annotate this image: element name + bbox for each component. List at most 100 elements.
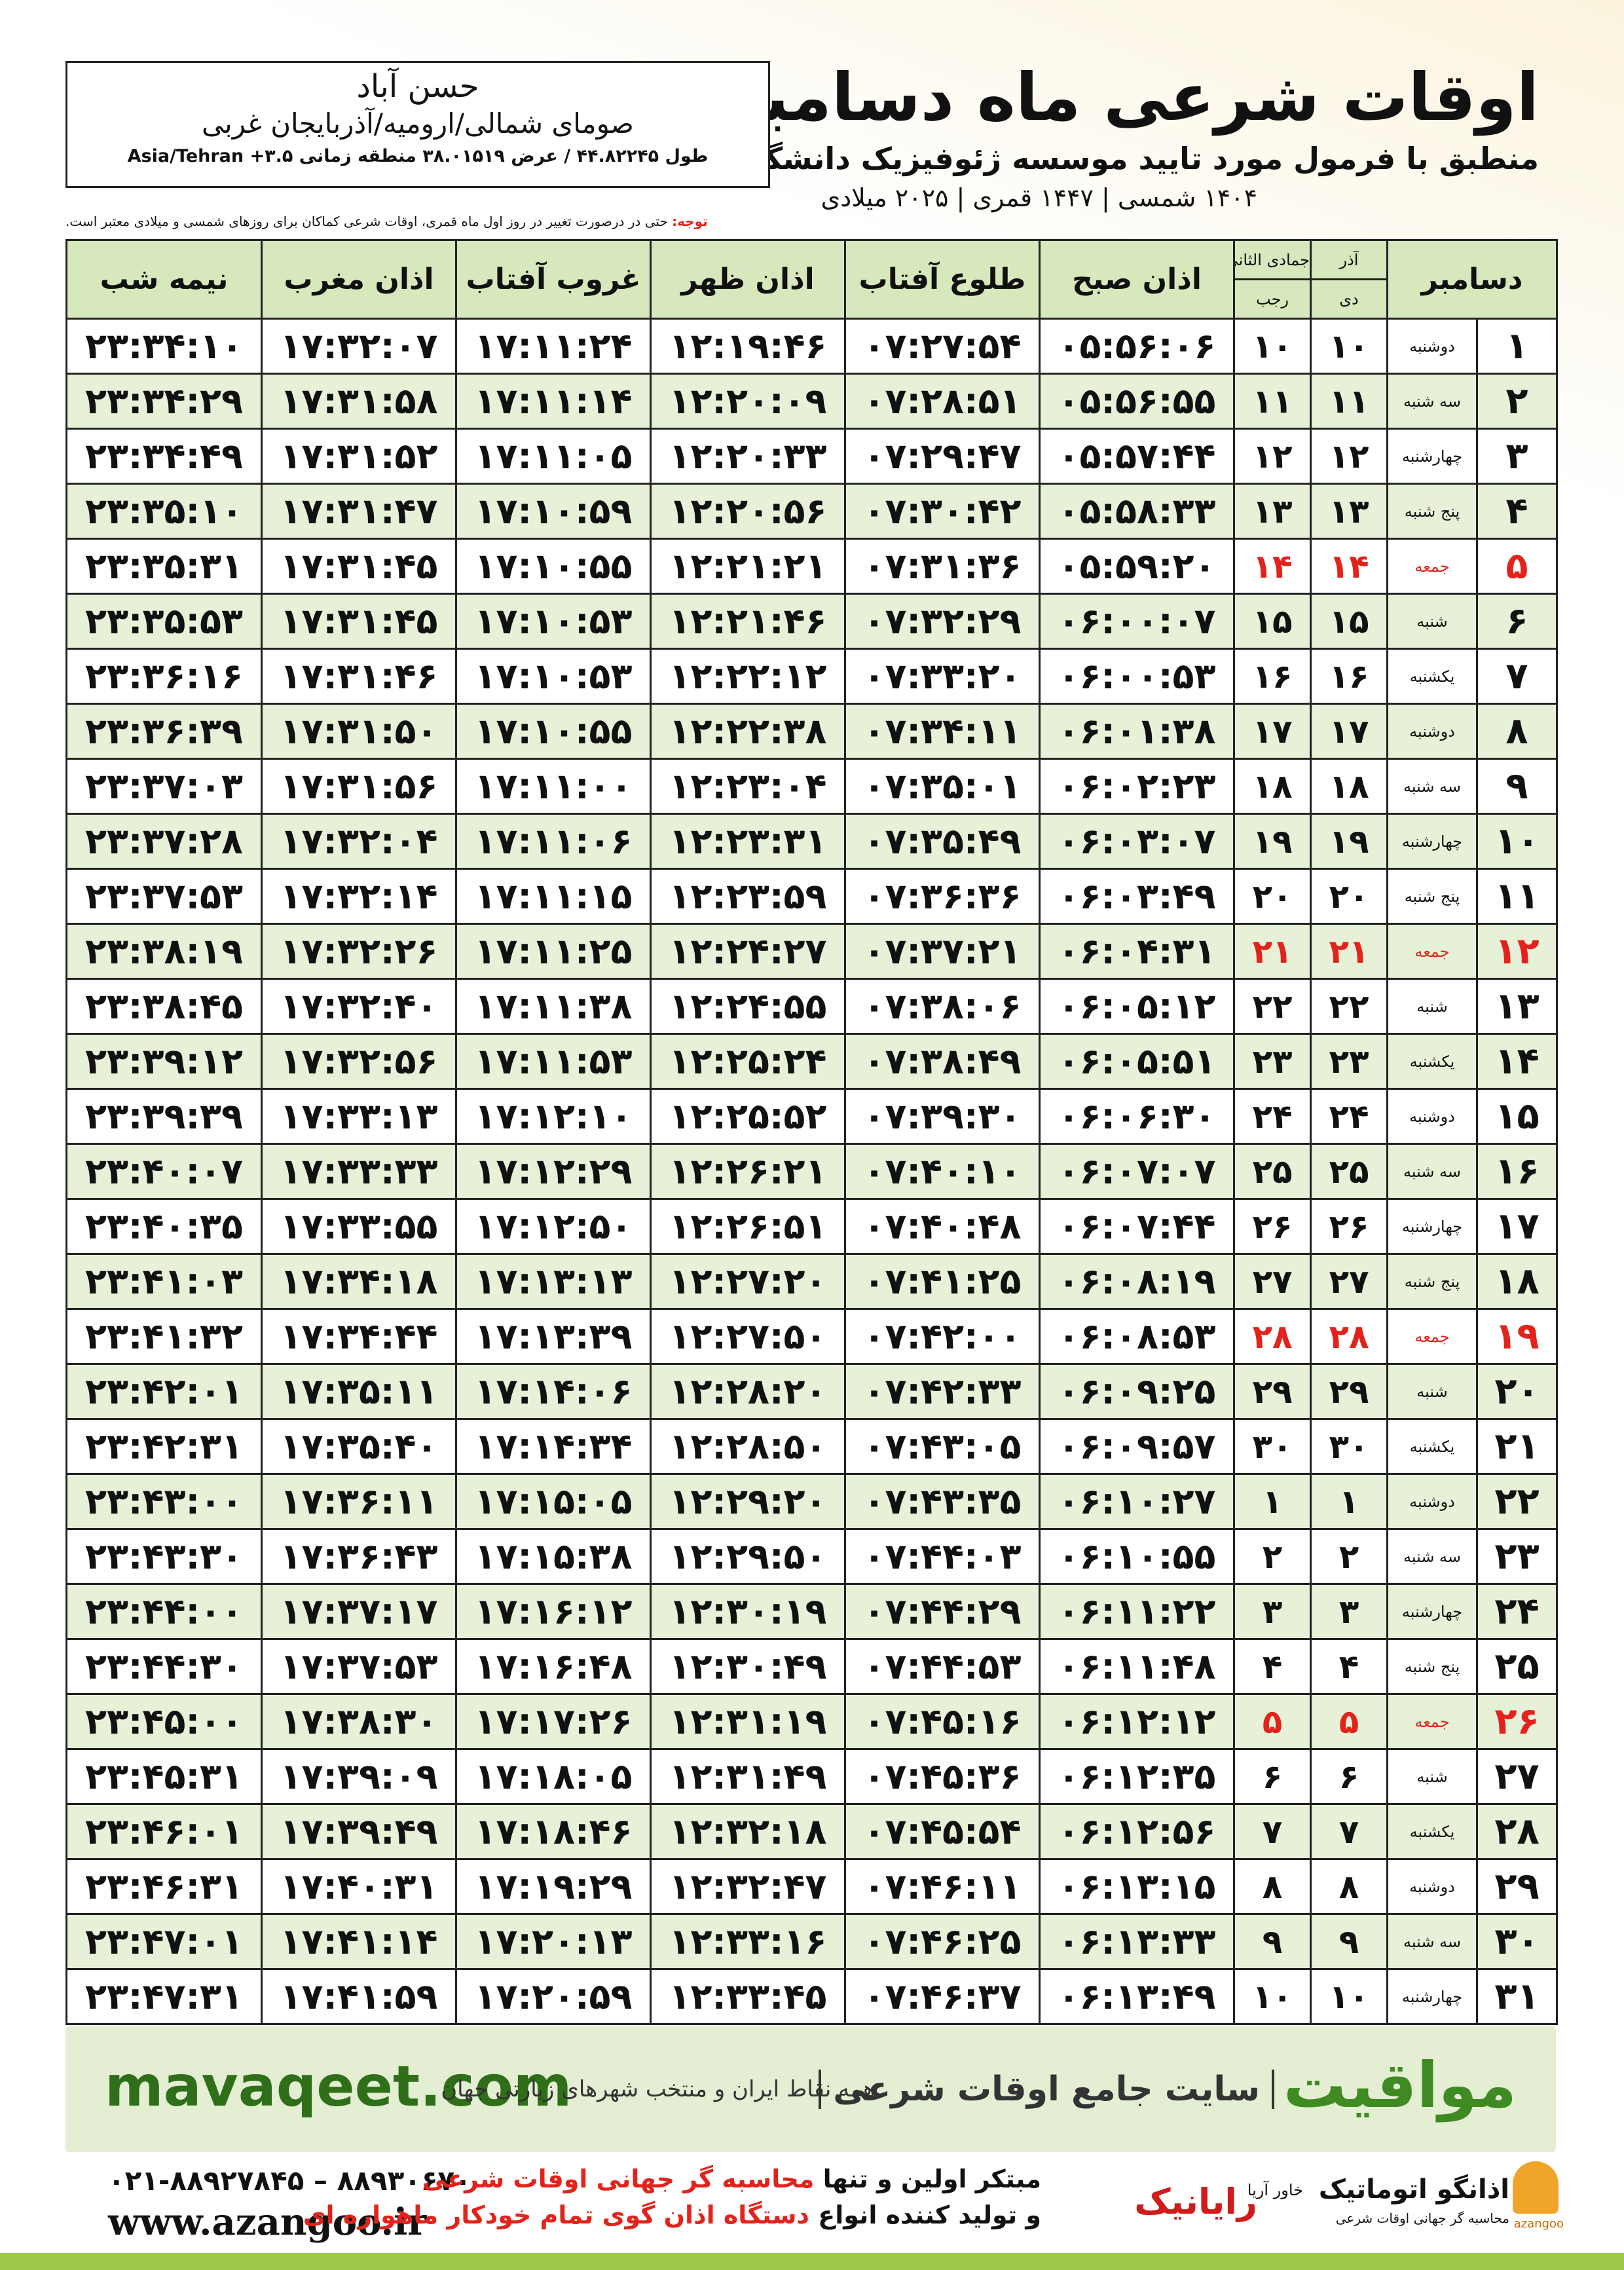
time-cell: ۰۷:۴۶:۱۱ [844, 1858, 1041, 1915]
time-cell: ۲۳:۳۵:۵۳ [65, 593, 263, 650]
row: ۲ سه شنبه ۱۱ ۱۱ ۰۵:۵۶:۵۵ ۰۷:۲۸:۵۱ ۱۲:۲۰:۰۹ ۱۷:۱… [65, 373, 1559, 430]
time-cell: ۲۳:۳۶:۳۹ [65, 703, 263, 760]
time-cell: ۱۷:۳۱:۵۸ [261, 373, 457, 430]
time-cell: ۱۷:۳۲:۰۷ [261, 318, 457, 375]
time-cell: ۰۷:۴۴:۵۳ [844, 1638, 1041, 1695]
weekday-cell: جمعه [1386, 1693, 1479, 1750]
time-cell: ۰۶:۱۱:۴۸ [1039, 1638, 1235, 1695]
day-cell: ۳۰ [1476, 1913, 1559, 1970]
date-cell: ۷ [1310, 1803, 1388, 1860]
row: ۱۰ چهارشنبه ۱۹ ۱۹ ۰۶:۰۳:۰۷ ۰۷:۳۵:۴۹ ۱۲:۲۳:۳۱ ۱۷… [65, 813, 1559, 870]
time-cell: ۱۷:۱۶:۴۸ [455, 1638, 652, 1695]
time-cell: ۲۳:۴۱:۰۳ [65, 1253, 263, 1310]
time-cell: ۰۷:۴۲:۳۳ [844, 1363, 1041, 1420]
day-cell: ۵ [1476, 538, 1559, 595]
time-cell: ۱۲:۳۱:۱۹ [650, 1693, 846, 1750]
date-cell: ۱۶ [1233, 648, 1312, 705]
time-cell: ۲۳:۴۷:۰۱ [65, 1913, 263, 1970]
title: اوقات شرعی ماه دسامبر [723, 59, 1539, 136]
time-cell: ۱۲:۲۰:۰۹ [650, 373, 846, 430]
time-cell: ۱۲:۳۳:۴۵ [650, 1968, 846, 2025]
weekday-cell: پنج شنبه [1386, 483, 1479, 540]
row: ۳۰ سه شنبه ۹ ۹ ۰۶:۱۳:۳۳ ۰۷:۴۶:۲۵ ۱۲:۳۳:۱۶ ۱۷:۲۰… [65, 1913, 1559, 1970]
date-cell: ۸ [1310, 1858, 1388, 1915]
weekday-cell: دوشنبه [1386, 703, 1479, 760]
date-bottom: رجب [1233, 278, 1312, 320]
time-cell: ۲۳:۳۸:۴۵ [65, 978, 263, 1035]
weekday-cell: چهارشنبه [1386, 1583, 1479, 1640]
time-cell: ۰۶:۱۳:۱۵ [1039, 1858, 1235, 1915]
row: ۲۱ یکشنبه ۳۰ ۳۰ ۰۶:۰۹:۵۷ ۰۷:۴۳:۰۵ ۱۲:۲۸:۵۰ ۱۷:۱… [65, 1418, 1559, 1475]
row: ۸ دوشنبه ۱۷ ۱۷ ۰۶:۰۱:۳۸ ۰۷:۳۴:۱۱ ۱۲:۲۲:۳۸ ۱۷:۱۰… [65, 703, 1559, 760]
time-cell: ۱۷:۱۰:۵۵ [455, 538, 652, 595]
time-cell: ۰۷:۴۱:۲۵ [844, 1253, 1041, 1310]
time-cell: ۱۲:۲۷:۵۰ [650, 1308, 846, 1365]
date-cell: ۱۳ [1233, 483, 1312, 540]
time-cell: ۱۷:۳۲:۲۶ [261, 923, 457, 980]
time-cell: ۱۷:۱۵:۰۵ [455, 1473, 652, 1530]
time-cell: ۰۶:۰۷:۴۴ [1039, 1198, 1235, 1255]
date-cell: ۲۹ [1233, 1363, 1312, 1420]
row: ۶ شنبه ۱۵ ۱۵ ۰۶:۰۰:۰۷ ۰۷:۳۲:۲۹ ۱۲:۲۱:۴۶ ۱۷:۱۰:۵… [65, 593, 1559, 650]
time-cell: ۲۳:۳۵:۱۰ [65, 483, 263, 540]
time-cell: ۱۷:۱۴:۰۶ [455, 1363, 652, 1420]
weekday-cell: سه شنبه [1386, 373, 1479, 430]
time-cell: ۲۳:۴۶:۳۱ [65, 1858, 263, 1915]
time-cell: ۱۷:۱۱:۰۵ [455, 428, 652, 485]
day-cell: ۷ [1476, 648, 1559, 705]
day-cell: ۲۰ [1476, 1363, 1559, 1420]
date-cell: ۲۴ [1310, 1088, 1388, 1145]
time-cell: ۲۳:۴۶:۰۱ [65, 1803, 263, 1860]
date-cell: ۲۸ [1233, 1308, 1312, 1365]
logo: azangoo [1513, 2217, 1564, 2231]
time-cell: ۲۳:۳۵:۳۱ [65, 538, 263, 595]
time-cell: ۰۶:۰۸:۵۳ [1039, 1308, 1235, 1365]
time-cell: ۰۷:۳۰:۴۲ [844, 483, 1041, 540]
weekday-cell: سه شنبه [1386, 1528, 1479, 1585]
date-cell: ۳ [1310, 1583, 1388, 1640]
time-cell: ۱۷:۳۲:۴۰ [261, 978, 457, 1035]
footer-line: و تولید کننده انواع دستگاه اذان گوی تمام… [303, 2201, 1041, 2229]
time-cell: ۱۲:۲۹:۲۰ [650, 1473, 846, 1530]
row: ۲۸ یکشنبه ۷ ۷ ۰۶:۱۲:۵۶ ۰۷:۴۵:۵۴ ۱۲:۳۲:۱۸ ۱۷:۱۸:… [65, 1803, 1559, 1860]
time-cell: ۱۷:۳۲:۵۶ [261, 1033, 457, 1090]
time-cell: ۱۷:۱۰:۵۳ [455, 648, 652, 705]
time-cell: ۰۷:۳۵:۴۹ [844, 813, 1041, 870]
time-cell: ۰۶:۰۳:۰۷ [1039, 813, 1235, 870]
time-cell: ۱۲:۳۲:۱۸ [650, 1803, 846, 1860]
time-cell: ۰۷:۴۴:۲۹ [844, 1583, 1041, 1640]
time-cell: ۰۶:۱۲:۳۵ [1039, 1748, 1235, 1805]
row: ۲۶ جمعه ۵ ۵ ۰۶:۱۲:۱۲ ۰۷:۴۵:۱۶ ۱۲:۳۱:۱۹ ۱۷:۱۷:۲۶… [65, 1693, 1559, 1750]
time-cell: ۰۷:۳۵:۰۱ [844, 758, 1041, 815]
time-cell: ۲۳:۳۷:۵۳ [65, 868, 263, 925]
date-cell: ۱۹ [1233, 813, 1312, 870]
time-cell: ۱۷:۳۷:۱۷ [261, 1583, 457, 1640]
weekday-cell: شنبه [1386, 593, 1479, 650]
time-cell: ۱۷:۱۶:۱۲ [455, 1583, 652, 1640]
date-cell: ۲۶ [1310, 1198, 1388, 1255]
date-top: آذر [1310, 239, 1388, 280]
day-cell: ۱۵ [1476, 1088, 1559, 1145]
day-cell: ۸ [1476, 703, 1559, 760]
time-cell: ۰۷:۴۵:۱۶ [844, 1693, 1041, 1750]
weekday-cell: سه شنبه [1386, 1143, 1479, 1200]
region: صومای شمالی/ارومیه/آذربایجان غربی [202, 107, 634, 140]
time-cell: ۲۳:۴۰:۰۷ [65, 1143, 263, 1200]
time-cell: ۱۲:۲۱:۴۶ [650, 593, 846, 650]
weekday-cell: سه شنبه [1386, 1913, 1479, 1970]
row: ۴ پنج شنبه ۱۳ ۱۳ ۰۵:۵۸:۳۳ ۰۷:۳۰:۴۲ ۱۲:۲۰:۵۶ ۱۷:… [65, 483, 1559, 540]
time-header: اذان ظهر [650, 239, 846, 320]
time-cell: ۱۷:۱۸:۴۶ [455, 1803, 652, 1860]
day-cell: ۱۶ [1476, 1143, 1559, 1200]
weekday-cell: جمعه [1386, 1308, 1479, 1365]
day-cell: ۱۷ [1476, 1198, 1559, 1255]
row: ۲۷ شنبه ۶ ۶ ۰۶:۱۲:۳۵ ۰۷:۴۵:۳۶ ۱۲:۳۱:۴۹ ۱۷:۱۸:۰۵… [65, 1748, 1559, 1805]
subtitle: منطبق با فرمول مورد تایید موسسه ژئوفیزیک… [639, 141, 1539, 176]
weekday-cell: جمعه [1386, 923, 1479, 980]
day-cell: ۲۳ [1476, 1528, 1559, 1585]
weekday-cell: یکشنبه [1386, 1033, 1479, 1090]
date-cell: ۱۰ [1310, 318, 1388, 375]
time-cell: ۱۷:۴۱:۱۴ [261, 1913, 457, 1970]
time-cell: ۱۲:۲۰:۵۶ [650, 483, 846, 540]
